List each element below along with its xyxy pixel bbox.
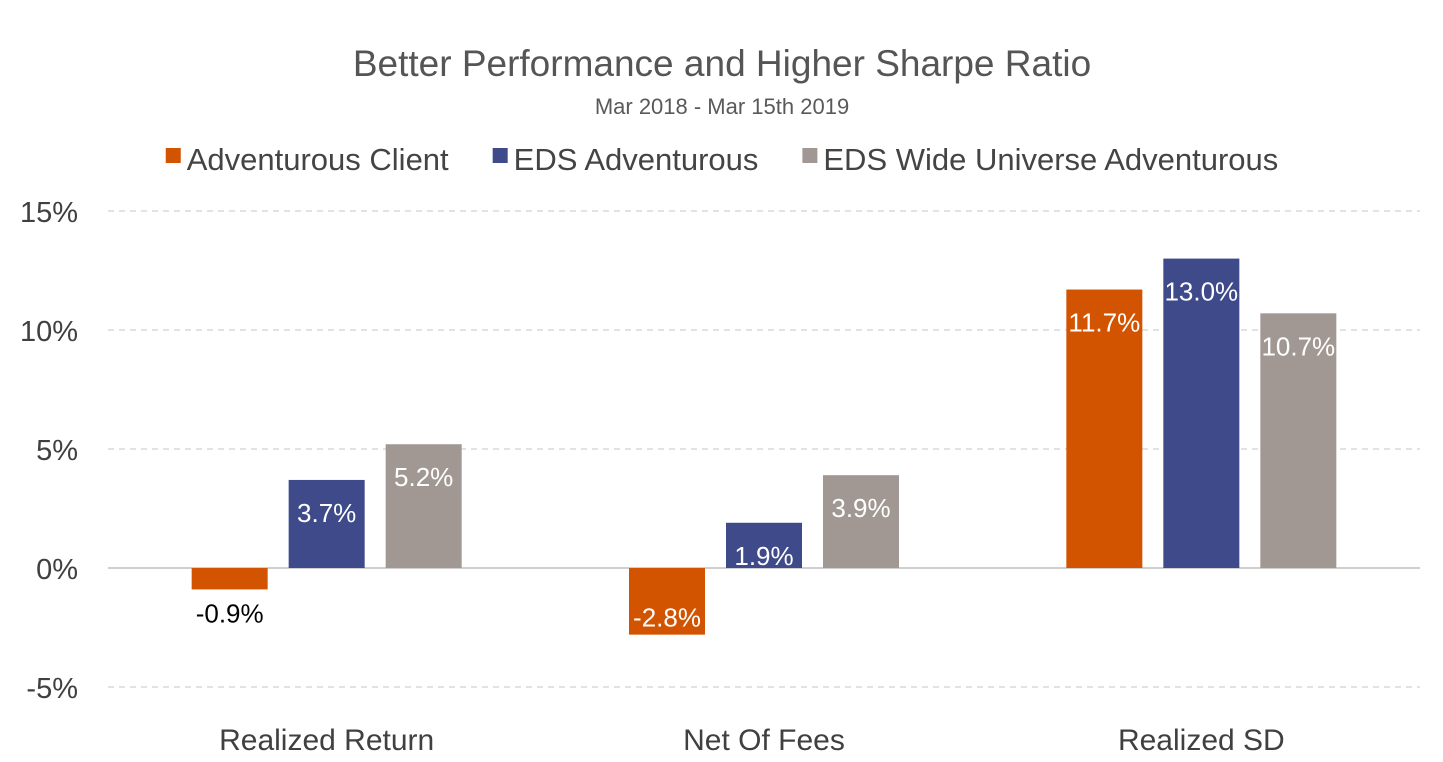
y-tick-label: 15%: [20, 197, 78, 229]
legend-swatch-adventurous-client: [165, 148, 181, 163]
data-label: 5.2%: [394, 462, 453, 492]
data-label: 10.7%: [1261, 331, 1335, 361]
bar-eds-wide-universe-adventurous-realized-return: [385, 444, 462, 568]
bar-eds-adventurous-net-of-fees: [726, 522, 802, 568]
legend-label: EDS Wide Universe Adventurous: [823, 142, 1278, 177]
bar-eds-adventurous-realized-return: [288, 479, 365, 568]
x-tick-label: Realized Return: [219, 724, 434, 757]
legend: Adventurous Client EDS Adventurous EDS Wid…: [165, 142, 1278, 177]
data-label: -2.8%: [633, 603, 701, 633]
y-tick-label: -5%: [26, 673, 78, 705]
chart-title: Better Performance and Higher Sharpe Rat…: [353, 43, 1091, 84]
legend-label: EDS Adventurous: [514, 142, 759, 177]
data-label: 3.7%: [297, 498, 356, 528]
bars: [191, 258, 1337, 635]
y-tick-label: 5%: [36, 435, 78, 467]
y-axis: -5% 0% 5% 10% 15%: [20, 197, 78, 705]
x-tick-label: Net Of Fees: [683, 724, 845, 757]
y-tick-label: 10%: [20, 316, 78, 348]
data-label: 13.0%: [1164, 277, 1238, 307]
data-label: 3.9%: [831, 493, 890, 523]
legend-label: Adventurous Client: [187, 142, 449, 177]
y-tick-label: 0%: [36, 554, 78, 586]
data-label: -0.9%: [196, 598, 264, 628]
bar-eds-wide-universe-adventurous-net-of-fees: [823, 475, 899, 568]
x-tick-label: Realized SD: [1118, 724, 1285, 757]
bar-adventurous-client-realized-return: [191, 568, 268, 590]
legend-swatch-eds-wide-universe-adventurous: [802, 148, 818, 163]
bar-adventurous-client-net-of-fees: [629, 568, 705, 635]
x-axis: Realized Return Net Of Fees Realized SD: [219, 724, 1285, 757]
bar-eds-adventurous-realized-sd: [1163, 258, 1240, 568]
chart-subtitle: Mar 2018 - Mar 15th 2019: [595, 94, 849, 119]
legend-swatch-eds-adventurous: [492, 148, 508, 163]
data-labels: -0.9% 3.7% 5.2% -2.8% 1.9% 3.9% 11.7% 13.0% 10.7…: [196, 277, 1335, 633]
data-label: 1.9%: [734, 541, 793, 571]
data-label: 11.7%: [1068, 308, 1140, 338]
bar-adventurous-client-realized-sd: [1066, 289, 1143, 568]
bar-eds-wide-universe-adventurous-realized-sd: [1260, 313, 1337, 568]
